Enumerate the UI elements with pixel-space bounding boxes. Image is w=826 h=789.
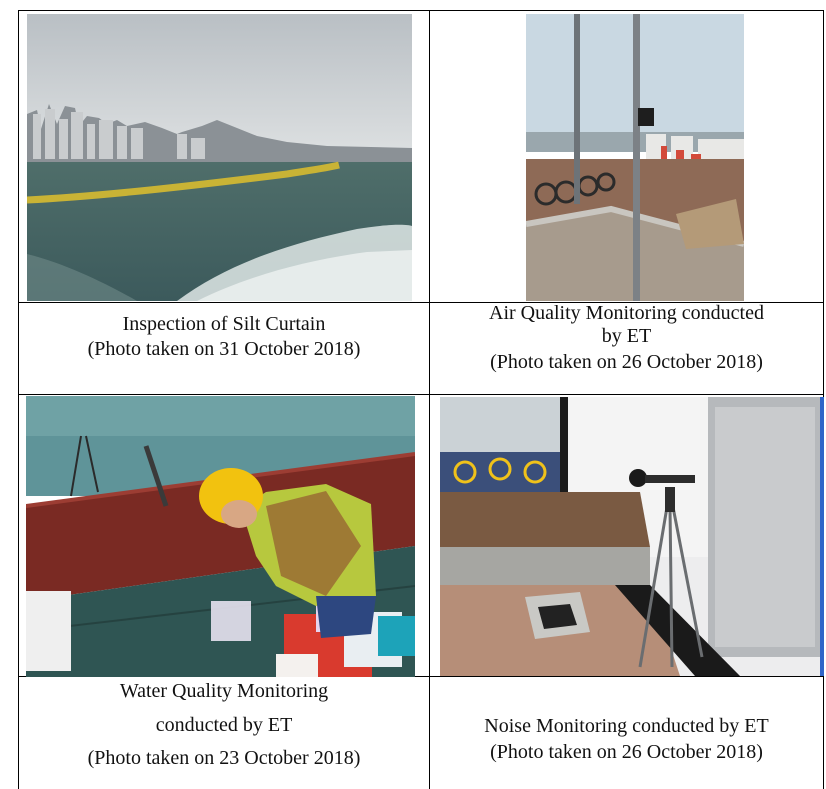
caption-title-line1: Water Quality Monitoring [119, 680, 329, 702]
table-row-divider-3 [18, 676, 824, 677]
caption-date: (Photo taken on 26 October 2018) [490, 351, 763, 373]
table-row-divider-2 [18, 394, 824, 395]
table-border-left [18, 10, 19, 789]
noise-meter-photo [440, 397, 824, 676]
caption-title: Inspection of Silt Curtain [122, 313, 326, 335]
noise-caption: Noise Monitoring conducted by ET (Photo … [430, 715, 823, 764]
caption-title-line2: by ET [601, 325, 652, 347]
table-column-divider [429, 10, 430, 789]
table-row-divider-1 [18, 302, 824, 303]
silt-curtain-caption: Inspection of Silt Curtain (Photo taken … [19, 313, 429, 361]
caption-title-line1: Air Quality Monitoring conducted [489, 302, 764, 324]
caption-title: Noise Monitoring conducted by ET [484, 715, 769, 737]
caption-date: (Photo taken on 26 October 2018) [490, 741, 763, 763]
photo-record-table: Inspection of Silt Curtain (Photo taken … [18, 10, 824, 789]
silt-curtain-photo [27, 14, 412, 301]
table-border-top [18, 10, 824, 11]
water-sampling-photo [26, 396, 415, 677]
caption-date: (Photo taken on 23 October 2018) [87, 747, 361, 769]
air-quality-monitor-photo [526, 14, 744, 301]
air-quality-caption: Air Quality Monitoring conducted by ET (… [430, 302, 823, 374]
caption-date: (Photo taken on 31 October 2018) [87, 338, 361, 360]
caption-title-line2: conducted by ET [155, 714, 293, 736]
water-quality-caption: Water Quality Monitoring conducted by ET… [19, 680, 429, 770]
